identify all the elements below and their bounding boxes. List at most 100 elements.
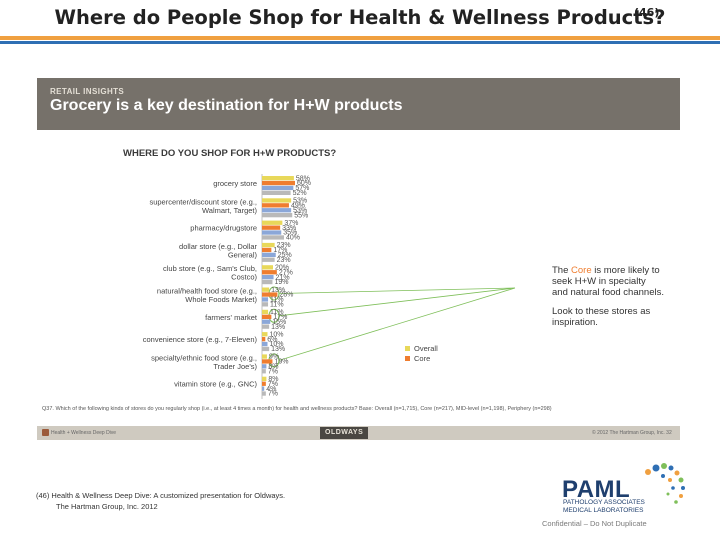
bar-overall-farmers-market [262, 309, 269, 315]
bar-series-3-convenience-store-e-g-7-eleven [262, 341, 268, 347]
callout-core-word: Core [571, 265, 592, 276]
legend-item-overall: Overall [405, 343, 438, 353]
legend-label-overall: Overall [414, 343, 438, 353]
bar-series-3-dollar-store-e-g-dollar-general [262, 252, 276, 257]
category-label-line: convenience store (e.g., 7-Eleven) [143, 335, 258, 344]
value-label: 13% [271, 287, 285, 294]
footer-left-text: Health + Wellness Deep Dive [51, 430, 117, 436]
hartman-logo-icon [42, 429, 49, 436]
value-label: 53% [293, 207, 307, 214]
paml-subtitle: PATHOLOGY ASSOCIATES MEDICAL LABORATORIE… [563, 499, 645, 514]
bar-series-3-grocery-store [262, 185, 294, 191]
bar-series-3-club-store-e-g-sam-s-club-costco [262, 275, 274, 280]
category-label-line: natural/health food store (e.g., [157, 287, 257, 296]
value-label: 8% [268, 364, 278, 371]
report-footnote: Q37. Which of the following kinds of sto… [42, 406, 552, 412]
callout-suffix: is more likely to seek H+W in specialty … [552, 265, 664, 298]
chart-legend: Overall Core [405, 343, 438, 363]
value-label: 23% [277, 242, 291, 249]
category-label-line: Walmart, Target) [202, 206, 258, 215]
category-label-line: Costco) [231, 273, 257, 282]
legend-swatch-core [405, 355, 410, 361]
value-label: 19% [274, 359, 288, 366]
bar-overall-supercenter-discount-store-e-g-walmart-target [262, 198, 292, 203]
value-label: 55% [294, 212, 308, 219]
paml-wordmark: PAML [562, 476, 631, 503]
bar-overall-grocery-store [262, 176, 294, 181]
category-label-farmers-market: farmers' market [205, 313, 258, 322]
bar-series-4-pharmacy-drugstore [262, 235, 284, 240]
bar-core-pharmacy-drugstore [262, 225, 281, 230]
category-label-line: Trader Joe's) [213, 362, 257, 371]
bar-series-4-natural-health-food-store-e-g-whole-foods-market [262, 302, 269, 307]
value-label: 35% [283, 230, 297, 237]
value-label: 37% [284, 220, 298, 227]
bar-series-4-farmers-market [262, 324, 270, 329]
oldways-logo: OLDWAYS [320, 427, 369, 439]
value-label: 27% [279, 269, 293, 276]
bar-series-4-supercenter-discount-store-e-g-walmart-target [262, 213, 293, 218]
value-label: 19% [274, 279, 288, 286]
value-label: 6% [267, 336, 277, 343]
core-callout: The Core is more likely to seek H+W in s… [552, 265, 664, 328]
bar-core-dollar-store-e-g-dollar-general [262, 247, 272, 253]
embedded-report-slide: RETAIL INSIGHTS Grocery is a key destina… [37, 78, 680, 442]
callout-prefix: The [552, 265, 572, 276]
value-label: 13% [271, 324, 285, 331]
legend-swatch-overall [405, 345, 410, 351]
bar-core-club-store-e-g-sam-s-club-costco [262, 270, 277, 275]
category-labels: grocery store supercenter/discount store … [143, 179, 258, 389]
value-label: 40% [286, 235, 300, 242]
category-label-line: supercenter/discount store (e.g., [149, 197, 257, 206]
bar-core-vitamin-store-e-g-gnc [262, 381, 266, 386]
value-label: 20% [275, 265, 289, 272]
category-label-dollar-store-e-g-dollar-general: dollar store (e.g., Dollar General) [179, 242, 257, 260]
bar-overall-natural-health-food-store-e-g-whole-foods-market [262, 287, 270, 292]
bar-overall-specialty-ethnic-food-store-e-g-trader-joe-s [262, 354, 267, 359]
report-header-band: RETAIL INSIGHTS Grocery is a key destina… [37, 78, 680, 130]
category-label-line: vitamin store (e.g., GNC) [174, 380, 257, 389]
legend-label-core: Core [414, 353, 431, 363]
bar-core-convenience-store-e-g-7-eleven [262, 337, 266, 342]
bar-core-supercenter-discount-store-e-g-walmart-target [262, 203, 289, 208]
bar-overall-dollar-store-e-g-dollar-general [262, 242, 275, 248]
category-label-natural-health-food-store-e-g-whole-foods-market: natural/health food store (e.g., Whole Fo… [157, 287, 258, 305]
category-label-convenience-store-e-g-7-eleven: convenience store (e.g., 7-Eleven) [143, 335, 258, 344]
value-labels: 58%60%57%52%53%49%53%55%37%33%35%40%23%1… [266, 175, 311, 397]
citation: (46) Health & Wellness Deep Dive: A cust… [36, 490, 285, 512]
value-label: 4% [266, 386, 276, 393]
value-label: 9% [269, 354, 279, 361]
bar-overall-club-store-e-g-sam-s-club-costco [262, 265, 273, 270]
category-label-specialty-ethnic-food-store-e-g-trader-joe-s: specialty/ethnic food store (e.g., Trader… [151, 353, 257, 371]
value-label: 15% [272, 319, 286, 326]
value-label: 49% [291, 203, 305, 210]
confidential-notice: Confidential – Do Not Duplicate [542, 519, 647, 528]
category-label-line: grocery store [213, 179, 257, 188]
value-label: 7% [268, 368, 278, 375]
category-label-line: Whole Foods Market) [185, 295, 257, 304]
value-label: 11% [270, 309, 284, 316]
category-label-pharmacy-drugstore: pharmacy/drugstore [190, 224, 257, 233]
value-label: 58% [296, 175, 310, 182]
category-label-line: dollar store (e.g., Dollar [179, 242, 257, 251]
bars [261, 174, 295, 399]
value-label: 60% [297, 180, 311, 187]
highlight-line-farmers-market [278, 287, 516, 317]
citation-line-2: The Hartman Group, Inc. 2012 [56, 502, 158, 511]
paml-subtitle-line-2: MEDICAL LABORATORIES [563, 506, 644, 514]
bar-series-4-specialty-ethnic-food-store-e-g-trader-joe-s [262, 369, 266, 374]
bar-series-4-club-store-e-g-sam-s-club-costco [262, 279, 273, 285]
report-kicker: RETAIL INSIGHTS [50, 87, 125, 96]
bar-chart: grocery store supercenter/discount store … [143, 174, 516, 399]
category-label-line: club store (e.g., Sam's Club, [163, 264, 257, 273]
bar-overall-convenience-store-e-g-7-eleven [262, 332, 268, 337]
value-label: 28% [279, 292, 293, 299]
value-label: 13% [271, 346, 285, 353]
category-label-supercenter-discount-store-e-g-walmart-target: supercenter/discount store (e.g., Walmart… [149, 197, 257, 215]
callout-core-paragraph: The Core is more likely to seek H+W in s… [552, 265, 664, 298]
value-label: 11% [270, 302, 284, 309]
category-label-grocery-store: grocery store [213, 179, 257, 188]
category-label-line: farmers' market [205, 313, 258, 322]
bar-series-4-dollar-store-e-g-dollar-general [262, 257, 275, 262]
value-label: 11% [270, 297, 284, 304]
